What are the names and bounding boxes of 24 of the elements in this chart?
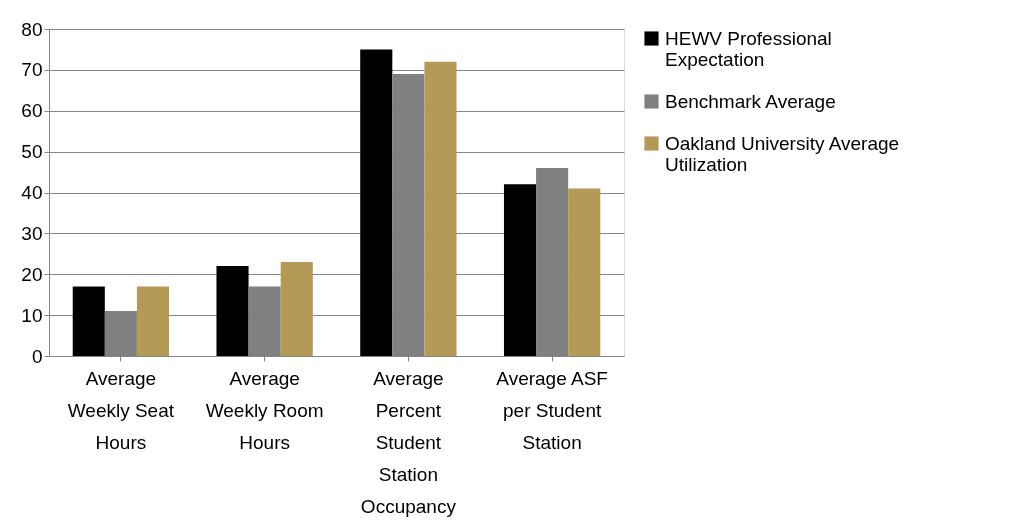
y-tick-label: 70 (21, 59, 43, 81)
bar (360, 49, 393, 356)
x-tick-label: Average Weekly Room Hours (205, 367, 324, 453)
y-tick-label: 60 (21, 100, 43, 122)
bar (503, 184, 537, 356)
y-tick-label: 40 (21, 182, 43, 203)
y-tick-label: 50 (21, 141, 43, 163)
bar (280, 261, 313, 356)
bar (216, 266, 249, 356)
y-tick-label: 0 (31, 345, 43, 367)
bar (424, 61, 457, 356)
y-tick-label: 30 (21, 222, 43, 244)
x-tick-label: Average Percent Student Station Occupancy (360, 367, 457, 517)
legend-label: Oakland University Average Utilization (665, 132, 900, 175)
y-tick-label: 80 (21, 18, 43, 40)
x-tick-label: Average ASF per Student Station (496, 367, 608, 453)
legend-label: HEWV Professional Expectation (665, 27, 832, 70)
x-tick-label: Average Weekly Seat Hours (67, 367, 175, 453)
bar (136, 286, 170, 356)
bar (568, 188, 601, 356)
legend-label: Benchmark Average (665, 90, 836, 112)
bar (72, 286, 105, 356)
y-tick-label: 10 (21, 304, 43, 326)
y-tick-label: 20 (21, 263, 43, 285)
